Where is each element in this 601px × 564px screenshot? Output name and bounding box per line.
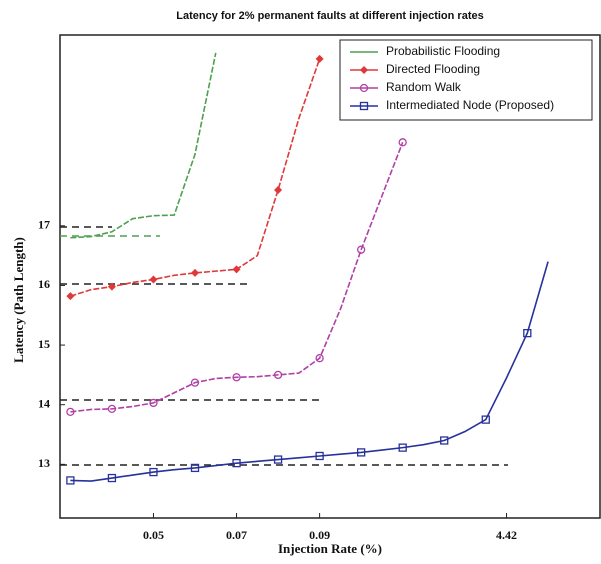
point — [360, 66, 368, 74]
point — [274, 186, 283, 195]
x-tick-label: 0.05 — [143, 528, 164, 542]
point — [315, 354, 324, 363]
x-axis-label: Injection Rate (%) — [278, 541, 382, 556]
point — [359, 101, 369, 111]
point — [232, 265, 241, 274]
y-tick-label: 15 — [38, 337, 50, 351]
point — [315, 451, 324, 461]
x-tick-label: 0.07 — [226, 528, 247, 542]
legend-box — [339, 39, 593, 121]
y-tick-label: 14 — [38, 396, 50, 410]
series-line — [70, 261, 549, 482]
y-tick-label: 16 — [38, 277, 50, 291]
point — [107, 473, 117, 483]
plot-frame — [59, 34, 601, 519]
point — [191, 268, 199, 277]
series-line — [70, 58, 321, 297]
legend-label: Random Walk — [386, 80, 462, 94]
point — [66, 476, 75, 485]
point — [149, 398, 158, 408]
x-tick-label: 4.42 — [496, 528, 517, 542]
legend-label: Intermediated Node (Proposed) — [386, 98, 554, 112]
point — [190, 378, 200, 387]
point — [273, 455, 283, 464]
point — [107, 282, 116, 291]
y-axis-label: Latency (Path Length) — [11, 237, 26, 363]
legend-label: Directed Flooding — [386, 62, 480, 76]
chart-title: Latency for 2% permanent faults at diffe… — [176, 10, 483, 22]
point — [232, 458, 241, 468]
point — [232, 373, 241, 382]
series-line — [70, 52, 217, 239]
point — [481, 415, 490, 424]
point — [149, 275, 158, 284]
point — [440, 436, 449, 445]
point — [107, 404, 117, 414]
legend-label: Probabilistic Flooding — [386, 44, 500, 58]
point — [66, 407, 75, 417]
reference-lines — [60, 226, 508, 466]
y-tick-label: 13 — [38, 456, 50, 470]
point — [359, 83, 369, 93]
point — [315, 54, 324, 63]
point — [398, 138, 407, 147]
point — [190, 463, 200, 473]
y-tick-label: 17 — [38, 218, 50, 232]
point — [66, 292, 75, 301]
x-tick-label: 0.09 — [309, 528, 330, 542]
series-line — [70, 142, 404, 413]
point — [357, 245, 366, 254]
point — [523, 328, 532, 338]
point — [149, 467, 158, 477]
point — [357, 448, 366, 457]
point — [398, 443, 407, 452]
point — [273, 370, 283, 380]
